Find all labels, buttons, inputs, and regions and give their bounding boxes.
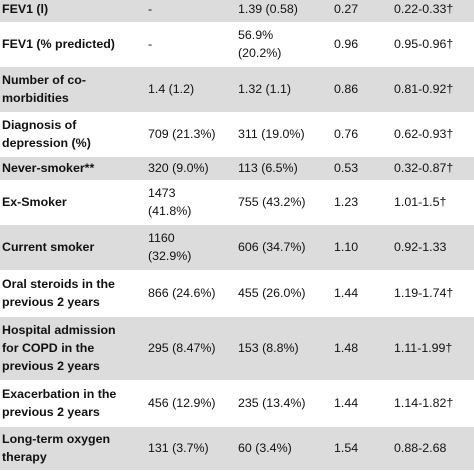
count-group-2-cell: 455 (26.0%) xyxy=(232,270,334,317)
odds-ratio-cell: 0.86 xyxy=(334,66,392,113)
count-group-2-cell: 153 (8.8%) xyxy=(232,316,334,381)
count-group-1-cell: 709 (21.3%) xyxy=(144,112,232,157)
confidence-interval-cell: 0.92-1.33 xyxy=(392,224,474,271)
row-label-cell: FEV1 (% predicted) xyxy=(0,22,144,67)
count-group-1-cell: 320 (9.0%) xyxy=(144,156,232,181)
count-group-2-cell: 56.9% (20.2%) xyxy=(232,22,334,67)
row-label-cell: Exacerbation in the previous 2 years xyxy=(0,380,144,427)
odds-ratio-cell: 0.53 xyxy=(334,156,392,181)
count-group-2-cell: 235 (13.4%) xyxy=(232,380,334,427)
count-group-2-cell: 606 (34.7%) xyxy=(232,224,334,271)
confidence-interval-cell: 0.88-2.68 xyxy=(392,426,474,471)
count-group-2-cell: 60 (3.4%) xyxy=(232,426,334,471)
count-group-1-cell: - xyxy=(144,0,232,23)
confidence-interval-cell: 1.01-1.5† xyxy=(392,180,474,225)
table-row: FEV1 (% predicted) -56.9% (20.2%) 0.96 0.95… xyxy=(0,22,474,67)
odds-ratio-cell: 1.44 xyxy=(334,270,392,317)
count-group-1-cell: 131 (3.7%) xyxy=(144,426,232,471)
count-group-2-cell: 1.32 (1.1) xyxy=(232,66,334,113)
row-label-cell: Oral steroids in the previous 2 years xyxy=(0,270,144,317)
row-label-cell: Diagnosis of depression (%) xyxy=(0,112,144,157)
table-row: Current smoker 1160 (32.9%) 606 (34.7%) 1.1… xyxy=(0,224,474,271)
confidence-interval-cell: 0.22-0.33† xyxy=(392,0,474,23)
odds-ratio-cell: 1.54 xyxy=(334,426,392,471)
count-group-2-cell: 113 (6.5%) xyxy=(232,156,334,181)
count-group-1-cell: - xyxy=(144,22,232,67)
odds-ratio-cell: 1.23 xyxy=(334,180,392,225)
table-row: Ex-Smoker 1473 (41.8%) 755 (43.2%) 1.23 1.01… xyxy=(0,180,474,225)
confidence-interval-cell: 1.11-1.99† xyxy=(392,316,474,381)
row-label-cell: Long-term oxygen therapy xyxy=(0,426,144,471)
table-row: Oral steroids in the previous 2 years 866… xyxy=(0,270,474,317)
odds-ratio-cell: 0.96 xyxy=(334,22,392,67)
table-row: Never-smoker** 320 (9.0%) 113 (6.5%) 0.53 0.… xyxy=(0,156,474,181)
odds-ratio-cell: 0.76 xyxy=(334,112,392,157)
row-label-cell: Never-smoker** xyxy=(0,156,144,181)
table-row: Exacerbation in the previous 2 years 456 … xyxy=(0,380,474,427)
count-group-1-cell: 1.4 (1.2) xyxy=(144,66,232,113)
row-label-cell: Ex-Smoker xyxy=(0,180,144,225)
odds-ratio-cell: 1.10 xyxy=(334,224,392,271)
count-group-1-cell: 1473 (41.8%) xyxy=(144,180,232,225)
table-row: FEV1 (l) -1.39 (0.58) 0.27 0.22-0.33† xyxy=(0,0,474,23)
table-row: Long-term oxygen therapy 131 (3.7%) 60 (3.… xyxy=(0,426,474,471)
count-group-2-cell: 311 (19.0%) xyxy=(232,112,334,157)
count-group-2-cell: 755 (43.2%) xyxy=(232,180,334,225)
count-group-1-cell: 866 (24.6%) xyxy=(144,270,232,317)
row-label-cell: Current smoker xyxy=(0,224,144,271)
row-label-cell: FEV1 (l) xyxy=(0,0,144,23)
odds-ratio-cell: 0.27 xyxy=(334,0,392,23)
row-label-cell: Hospital admission for COPD in the previ… xyxy=(0,316,144,381)
table-row: Hospital admission for COPD in the previ… xyxy=(0,316,474,381)
table-row: Number of co- morbidities 1.4 (1.2) 1.32 (… xyxy=(0,66,474,113)
count-group-1-cell: 1160 (32.9%) xyxy=(144,224,232,271)
confidence-interval-cell: 1.14-1.82† xyxy=(392,380,474,427)
count-group-2-cell: 1.39 (0.58) xyxy=(232,0,334,23)
confidence-interval-cell: 0.81-0.92† xyxy=(392,66,474,113)
odds-ratio-cell: 1.44 xyxy=(334,380,392,427)
odds-ratio-cell: 1.48 xyxy=(334,316,392,381)
row-label-cell: Number of co- morbidities xyxy=(0,66,144,113)
confidence-interval-cell: 0.32-0.87† xyxy=(392,156,474,181)
count-group-1-cell: 456 (12.9%) xyxy=(144,380,232,427)
count-group-1-cell: 295 (8.47%) xyxy=(144,316,232,381)
table-row: Diagnosis of depression (%) 709 (21.3%) 31… xyxy=(0,112,474,157)
confidence-interval-cell: 0.62-0.93† xyxy=(392,112,474,157)
confidence-interval-cell: 1.19-1.74† xyxy=(392,270,474,317)
confidence-interval-cell: 0.95-0.96† xyxy=(392,22,474,67)
